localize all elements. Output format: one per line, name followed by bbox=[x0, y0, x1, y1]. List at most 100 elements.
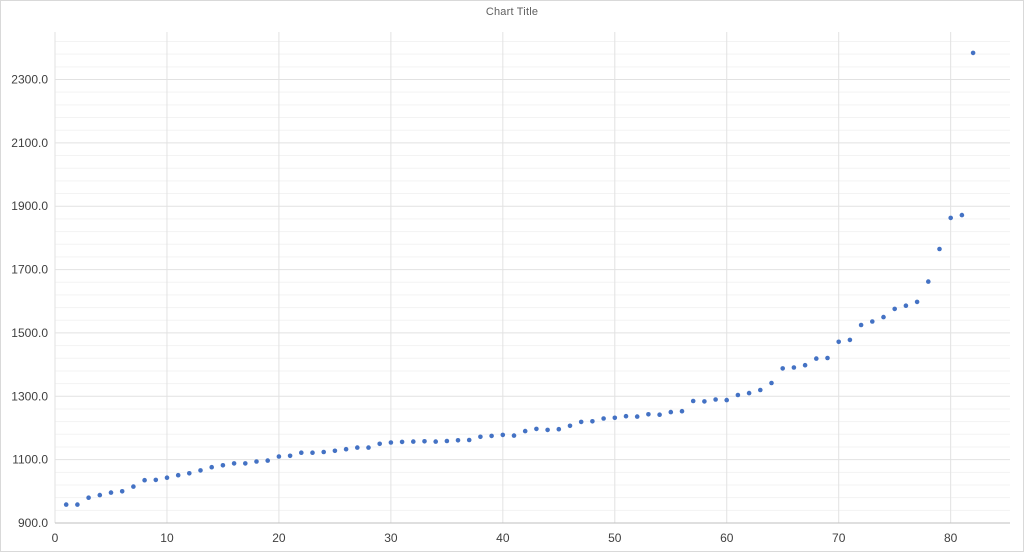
data-point bbox=[276, 454, 282, 459]
data-point bbox=[511, 433, 517, 438]
data-point bbox=[567, 423, 573, 429]
x-tick-label: 0 bbox=[52, 531, 59, 545]
data-point bbox=[97, 492, 103, 498]
data-point bbox=[690, 398, 696, 404]
data-point bbox=[623, 413, 629, 419]
data-point bbox=[466, 437, 472, 443]
data-point bbox=[321, 449, 327, 455]
data-point bbox=[500, 432, 506, 438]
y-tick-label: 1100.0 bbox=[12, 453, 48, 467]
data-point bbox=[220, 463, 226, 468]
data-point bbox=[892, 306, 897, 312]
data-point bbox=[231, 461, 237, 466]
data-point bbox=[926, 279, 931, 284]
data-point bbox=[657, 412, 662, 418]
data-point bbox=[534, 426, 539, 432]
data-point bbox=[332, 448, 338, 454]
data-point bbox=[411, 439, 416, 444]
data-point bbox=[881, 314, 886, 320]
data-point bbox=[646, 412, 651, 417]
data-point bbox=[735, 392, 741, 398]
data-point bbox=[836, 339, 841, 345]
data-point bbox=[366, 445, 371, 450]
data-point bbox=[198, 468, 203, 473]
data-point bbox=[153, 477, 159, 483]
data-point bbox=[343, 446, 349, 452]
data-point bbox=[959, 212, 965, 218]
data-point bbox=[287, 453, 293, 459]
data-point bbox=[780, 366, 785, 371]
data-point bbox=[802, 362, 808, 368]
data-point bbox=[612, 415, 618, 421]
data-point bbox=[142, 477, 147, 483]
data-point bbox=[769, 380, 774, 386]
x-tick-label: 50 bbox=[608, 531, 622, 545]
data-point bbox=[702, 399, 707, 404]
data-point bbox=[668, 409, 674, 415]
data-point bbox=[578, 419, 584, 425]
data-point bbox=[75, 502, 80, 507]
data-point bbox=[388, 440, 394, 445]
data-point bbox=[713, 397, 718, 402]
data-point bbox=[243, 461, 248, 466]
data-point bbox=[814, 356, 819, 361]
chart-title: Chart Title bbox=[485, 6, 539, 18]
x-tick-label: 30 bbox=[384, 531, 398, 545]
data-point bbox=[355, 445, 360, 450]
data-point bbox=[310, 450, 315, 456]
data-point bbox=[970, 50, 976, 56]
data-point bbox=[478, 434, 483, 440]
data-point bbox=[825, 355, 830, 361]
data-point bbox=[63, 502, 69, 507]
data-point bbox=[131, 484, 136, 489]
data-point bbox=[914, 299, 920, 305]
y-tick-label: 1300.0 bbox=[11, 389, 48, 403]
data-point bbox=[265, 458, 271, 463]
x-tick-label: 10 bbox=[160, 531, 174, 545]
y-tick-label: 2300.0 bbox=[11, 73, 48, 87]
x-tick-label: 40 bbox=[496, 531, 510, 545]
data-point bbox=[601, 416, 606, 421]
data-point bbox=[86, 495, 91, 501]
data-point bbox=[299, 450, 304, 456]
data-point bbox=[489, 433, 494, 439]
data-point bbox=[903, 303, 909, 309]
data-point bbox=[108, 490, 114, 495]
y-tick-label: 1900.0 bbox=[11, 199, 48, 213]
y-tick-label: 1700.0 bbox=[11, 263, 48, 277]
data-point bbox=[433, 439, 439, 444]
data-point bbox=[164, 475, 170, 481]
data-point bbox=[556, 426, 562, 432]
data-point bbox=[187, 471, 192, 476]
data-point bbox=[858, 322, 864, 328]
data-point bbox=[746, 390, 752, 396]
y-tick-label: 2100.0 bbox=[11, 136, 48, 150]
x-tick-label: 80 bbox=[944, 531, 958, 545]
data-point bbox=[758, 387, 763, 393]
data-point bbox=[679, 408, 685, 414]
x-tick-label: 70 bbox=[832, 531, 846, 545]
x-tick-label: 20 bbox=[272, 531, 286, 545]
data-point bbox=[377, 441, 383, 447]
data-point bbox=[948, 215, 953, 221]
data-point bbox=[634, 414, 640, 419]
data-point bbox=[209, 464, 214, 470]
data-point bbox=[422, 439, 427, 444]
y-tick-label: 1500.0 bbox=[11, 326, 48, 340]
data-point bbox=[724, 397, 729, 403]
data-point bbox=[590, 419, 595, 424]
data-point bbox=[522, 428, 528, 434]
data-point bbox=[791, 365, 797, 370]
data-point bbox=[847, 337, 853, 343]
data-point bbox=[254, 459, 259, 464]
data-point bbox=[545, 427, 550, 433]
data-point bbox=[119, 489, 125, 494]
data-point bbox=[937, 246, 942, 252]
data-point bbox=[870, 319, 875, 324]
data-point bbox=[399, 439, 405, 445]
x-tick-label: 60 bbox=[720, 531, 734, 545]
y-tick-label: 900.0 bbox=[18, 516, 48, 530]
data-point bbox=[444, 438, 450, 444]
